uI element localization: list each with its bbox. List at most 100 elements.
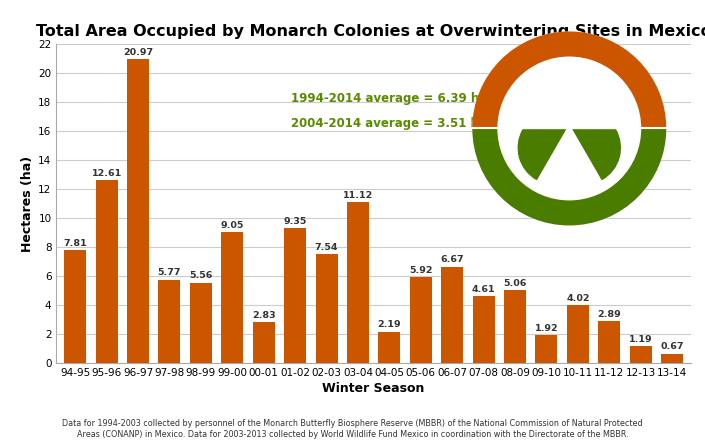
Wedge shape: [512, 77, 583, 131]
Text: O: O: [487, 87, 500, 99]
Text: s: s: [555, 207, 560, 216]
Bar: [127, 59, 149, 363]
Text: C: C: [528, 47, 539, 58]
Text: 9.35: 9.35: [283, 217, 307, 225]
Text: 1.92: 1.92: [534, 324, 558, 333]
Text: 4.02: 4.02: [566, 294, 589, 303]
Bar: [504, 290, 526, 363]
Text: 2004-2014 average = 3.51 ha: 2004-2014 average = 3.51 ha: [291, 117, 487, 130]
Bar: [472, 296, 495, 363]
Text: i: i: [500, 177, 508, 184]
Wedge shape: [518, 111, 573, 179]
Text: e: e: [630, 176, 639, 186]
Wedge shape: [498, 128, 641, 200]
Text: 1994-2014 average = 6.39 ha: 1994-2014 average = 6.39 ha: [291, 92, 487, 105]
Text: 5.92: 5.92: [409, 266, 432, 275]
Bar: [347, 202, 369, 363]
Text: c: c: [644, 152, 654, 159]
Text: 4.61: 4.61: [472, 285, 496, 294]
Text: 20.97: 20.97: [123, 48, 153, 57]
Wedge shape: [565, 111, 620, 179]
Text: A: A: [503, 63, 516, 76]
Bar: [96, 180, 118, 363]
Bar: [535, 335, 558, 363]
Y-axis label: Hectares (ha): Hectares (ha): [21, 156, 34, 252]
Title: Total Area Occupied by Monarch Colonies at Overwintering Sites in Mexico: Total Area Occupied by Monarch Colonies …: [36, 24, 705, 39]
Text: 1.19: 1.19: [629, 335, 652, 344]
Text: h: h: [645, 147, 655, 154]
Text: •: •: [613, 192, 623, 202]
Text: 0.67: 0.67: [661, 342, 684, 351]
Text: R: R: [515, 54, 527, 66]
Text: R: R: [639, 87, 651, 99]
Text: 5.06: 5.06: [503, 279, 527, 288]
Bar: [630, 346, 651, 363]
Wedge shape: [498, 57, 641, 128]
Text: 9.05: 9.05: [221, 221, 244, 230]
Text: Data for 1994-2003 collected by personnel of the Monarch Butterfly Biosphere Res: Data for 1994-2003 collected by personne…: [62, 419, 643, 439]
Text: i: i: [590, 205, 594, 214]
Text: t: t: [496, 172, 505, 180]
Bar: [599, 321, 620, 363]
Bar: [316, 254, 338, 363]
Text: 2.19: 2.19: [378, 320, 401, 329]
Text: R: R: [626, 180, 636, 190]
Text: a: a: [639, 162, 649, 171]
Text: a: a: [578, 207, 584, 216]
Wedge shape: [473, 32, 666, 128]
Text: 7.81: 7.81: [63, 239, 87, 248]
Text: G: G: [644, 101, 656, 112]
Text: T: T: [586, 42, 596, 53]
Text: N: N: [494, 74, 508, 87]
Text: o: o: [594, 202, 601, 212]
Circle shape: [473, 32, 666, 225]
Text: H: H: [542, 42, 553, 54]
Text: A: A: [572, 40, 581, 51]
Text: n: n: [507, 184, 517, 194]
Text: 5.56: 5.56: [189, 272, 213, 280]
X-axis label: Winter Season: Winter Season: [322, 382, 425, 395]
Text: c: c: [489, 163, 500, 170]
Bar: [190, 283, 212, 363]
Wedge shape: [500, 59, 639, 128]
Text: M: M: [482, 101, 494, 113]
Wedge shape: [556, 77, 627, 131]
Wedge shape: [473, 128, 666, 225]
Bar: [567, 305, 589, 363]
Text: r: r: [642, 158, 651, 164]
Text: u: u: [487, 157, 497, 165]
Text: 2.83: 2.83: [252, 311, 276, 320]
Text: C: C: [537, 202, 545, 213]
Bar: [64, 250, 86, 363]
Text: H: H: [611, 53, 624, 66]
Text: o: o: [503, 180, 513, 190]
Text: .: .: [624, 64, 634, 74]
Text: d: d: [485, 152, 495, 159]
Text: O: O: [631, 74, 644, 87]
Text: e: e: [561, 207, 566, 217]
Bar: [441, 267, 463, 363]
Text: E: E: [484, 147, 494, 154]
Text: 5.77: 5.77: [158, 268, 181, 277]
Text: 11.12: 11.12: [343, 191, 373, 200]
Wedge shape: [565, 111, 620, 179]
Text: o: o: [543, 204, 550, 214]
Text: 12.61: 12.61: [92, 169, 122, 178]
Bar: [410, 277, 431, 363]
Text: •: •: [521, 195, 529, 205]
Text: n: n: [599, 200, 607, 210]
Text: 6.67: 6.67: [441, 255, 464, 264]
Bar: [661, 354, 683, 363]
Text: a: a: [492, 167, 503, 175]
Text: t: t: [584, 206, 589, 215]
Bar: [252, 322, 275, 363]
Wedge shape: [518, 111, 573, 179]
Bar: [221, 232, 243, 363]
Text: e: e: [636, 167, 646, 176]
Bar: [379, 331, 400, 363]
Text: n: n: [548, 206, 556, 215]
Bar: [284, 228, 306, 363]
Text: W: W: [556, 39, 568, 51]
Circle shape: [500, 59, 639, 198]
Text: 7.54: 7.54: [315, 243, 338, 252]
